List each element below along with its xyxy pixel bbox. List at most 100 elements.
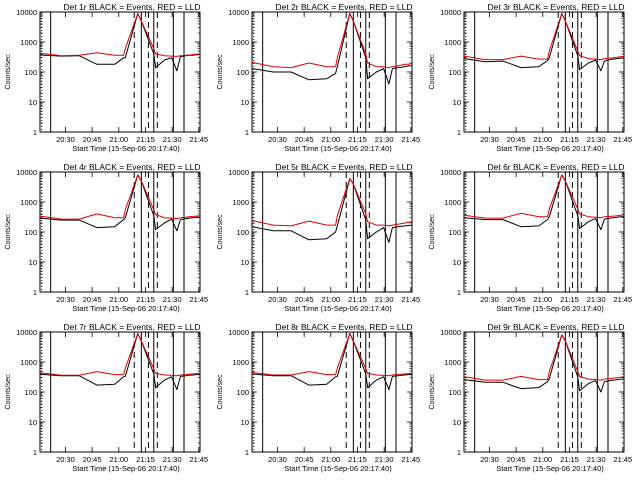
x-tick-label: 21:30 (375, 295, 394, 304)
x-tick-label: 21:00 (109, 295, 128, 304)
y-tick-label: 1 (33, 128, 37, 137)
lld-series-line (463, 12, 625, 61)
x-tick-label: 21:45 (613, 295, 632, 304)
y-axis-label: Counts/sec (5, 374, 12, 410)
x-tick-label: 21:30 (587, 135, 606, 144)
x-tick-label: 21:15 (560, 455, 579, 464)
y-axis-label: Counts/sec (429, 214, 436, 250)
panel-5: Det 5r BLACK = Events, RED = LLD Counts/s… (217, 162, 420, 313)
y-tick-label: 1 (457, 128, 461, 137)
lld-series-line (251, 12, 413, 69)
events-series-line (251, 12, 412, 85)
y-tick-label: 10 (453, 98, 461, 107)
y-tick-label: 10 (29, 98, 37, 107)
x-tick-label: 20:45 (507, 455, 526, 464)
panel-8: Det 8r BLACK = Events, RED = LLD Counts/s… (217, 322, 420, 473)
y-tick-label: 10000 (440, 168, 461, 177)
plot-frame (39, 171, 201, 293)
y-tick-label: 100 (236, 228, 249, 237)
y-tick-label: 10 (453, 418, 461, 427)
plot-frame (251, 171, 413, 293)
y-tick-label: 100 (236, 68, 249, 77)
y-tick-label: 100 (24, 228, 37, 237)
y-tick-label: 10000 (440, 328, 461, 337)
x-tick-label: 20:45 (507, 295, 526, 304)
x-tick-label: 21:15 (348, 135, 367, 144)
x-tick-label: 21:00 (109, 455, 128, 464)
x-tick-label: 21:15 (560, 295, 579, 304)
x-tick-label: 21:00 (321, 135, 340, 144)
y-tick-label: 1 (33, 448, 37, 457)
x-tick-label: 20:30 (56, 135, 75, 144)
y-axis-label: Counts/sec (217, 374, 224, 410)
x-tick-label: 21:30 (587, 455, 606, 464)
x-tick-label: 21:15 (136, 295, 155, 304)
y-axis-label: Counts/sec (429, 54, 436, 90)
x-tick-label: 20:45 (83, 135, 102, 144)
events-series-line (251, 332, 412, 391)
x-axis-label: Start Time (15-Sep-06 20:17:40) (496, 464, 604, 473)
y-tick-label: 100 (448, 388, 461, 397)
y-tick-label: 1000 (444, 38, 461, 47)
lld-series-line (251, 178, 413, 227)
plot-frame (463, 11, 625, 133)
y-tick-label: 10 (29, 418, 37, 427)
panel-title: Det 5r BLACK = Events, RED = LLD (275, 162, 412, 172)
y-tick-label: 10 (29, 258, 37, 267)
y-tick-label: 100 (448, 228, 461, 237)
x-tick-label: 21:15 (136, 455, 155, 464)
panel-title: Det 4r BLACK = Events, RED = LLD (63, 162, 200, 172)
y-tick-label: 10 (453, 258, 461, 267)
y-axis-label: Counts/sec (217, 214, 224, 250)
x-tick-label: 21:15 (136, 135, 155, 144)
x-tick-label: 21:30 (163, 455, 182, 464)
x-tick-label: 20:30 (480, 455, 499, 464)
x-tick-label: 21:45 (401, 455, 420, 464)
x-tick-label: 21:30 (163, 295, 182, 304)
y-axis-label: Counts/sec (5, 54, 12, 90)
y-tick-label: 1000 (232, 38, 249, 47)
x-tick-label: 20:30 (56, 455, 75, 464)
x-tick-label: 21:30 (163, 135, 182, 144)
y-tick-label: 100 (236, 388, 249, 397)
x-tick-label: 21:00 (533, 295, 552, 304)
lld-series-line (39, 12, 201, 57)
x-axis-label: Start Time (15-Sep-06 20:17:40) (496, 144, 604, 153)
y-tick-label: 100 (448, 68, 461, 77)
y-tick-label: 1000 (20, 38, 37, 47)
x-axis-label: Start Time (15-Sep-06 20:17:40) (284, 304, 392, 313)
y-tick-label: 10000 (16, 328, 37, 337)
x-tick-label: 21:15 (348, 295, 367, 304)
x-tick-label: 21:30 (375, 135, 394, 144)
x-tick-label: 21:30 (587, 295, 606, 304)
events-series-line (463, 12, 624, 72)
x-tick-label: 21:45 (613, 135, 632, 144)
y-tick-label: 100 (24, 68, 37, 77)
events-series-line (251, 178, 413, 243)
plot-frame (39, 331, 201, 453)
x-tick-label: 20:45 (83, 455, 102, 464)
y-tick-label: 1 (245, 128, 249, 137)
panel-title: Det 9r BLACK = Events, RED = LLD (487, 322, 624, 332)
events-series-line (463, 174, 624, 231)
panel-2: Det 2r BLACK = Events, RED = LLD Counts/s… (217, 2, 420, 153)
lld-series-line (251, 332, 413, 377)
lld-series-line (39, 332, 201, 377)
x-tick-label: 21:15 (560, 135, 579, 144)
y-tick-label: 100 (24, 388, 37, 397)
y-tick-label: 1000 (444, 358, 461, 367)
y-tick-label: 1000 (232, 198, 249, 207)
y-axis-label: Counts/sec (5, 214, 12, 250)
x-tick-label: 21:00 (321, 455, 340, 464)
x-tick-label: 21:00 (109, 135, 128, 144)
lld-series-line (463, 174, 625, 219)
plot-frame (463, 331, 625, 453)
x-tick-label: 20:45 (507, 135, 526, 144)
y-tick-label: 1 (245, 288, 249, 297)
x-axis-label: Start Time (15-Sep-06 20:17:40) (496, 304, 604, 313)
x-tick-label: 20:30 (480, 135, 499, 144)
plot-frame (39, 11, 201, 133)
x-axis-label: Start Time (15-Sep-06 20:17:40) (72, 464, 180, 473)
x-tick-label: 21:30 (375, 455, 394, 464)
